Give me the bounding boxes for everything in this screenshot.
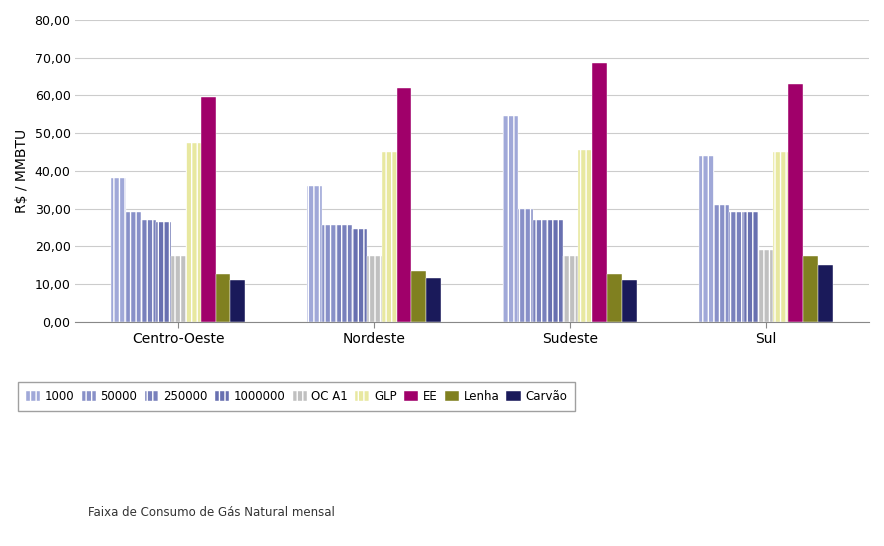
Bar [141, 220, 156, 322]
Bar [789, 84, 804, 322]
Bar [126, 212, 141, 322]
Bar [382, 152, 397, 322]
Bar [216, 275, 231, 322]
Bar [397, 88, 411, 322]
Bar [426, 278, 441, 322]
Y-axis label: R$ / MMBTU: R$ / MMBTU [15, 129, 29, 213]
Bar [774, 152, 789, 322]
Bar [337, 225, 352, 322]
Bar [728, 212, 743, 322]
Bar [308, 186, 323, 322]
Bar [111, 179, 126, 322]
Bar [743, 212, 758, 322]
Bar [563, 256, 577, 322]
Bar [758, 250, 774, 322]
Bar [804, 256, 818, 322]
Bar [201, 97, 216, 322]
Bar [818, 265, 833, 322]
Legend: 1000, 50000, 250000, 1000000, OC A1, GLP, EE, Lenha, Carvão: 1000, 50000, 250000, 1000000, OC A1, GLP… [18, 382, 575, 411]
Bar [548, 220, 563, 322]
Bar [592, 63, 607, 322]
Bar [577, 150, 592, 322]
Bar [323, 225, 337, 322]
Bar [411, 271, 426, 322]
Bar [186, 143, 201, 322]
Bar [231, 280, 246, 322]
Bar [714, 205, 728, 322]
Bar [352, 229, 367, 322]
Bar [367, 256, 382, 322]
Bar [699, 156, 714, 322]
Bar [171, 256, 186, 322]
Bar [533, 220, 548, 322]
Text: Faixa de Consumo de Gás Natural mensal: Faixa de Consumo de Gás Natural mensal [88, 506, 335, 519]
Bar [503, 116, 518, 322]
Bar [622, 280, 637, 322]
Bar [607, 275, 622, 322]
Bar [156, 222, 171, 322]
Bar [518, 209, 533, 322]
